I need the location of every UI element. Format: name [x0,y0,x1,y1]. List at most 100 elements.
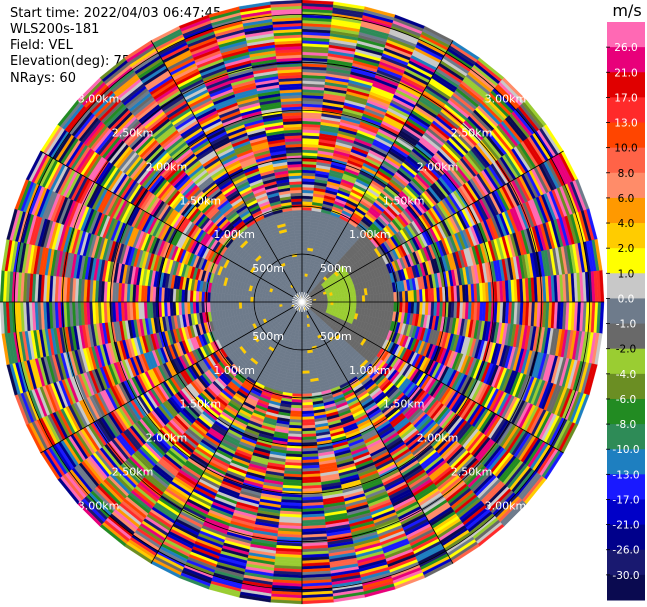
ppi-cell [333,298,337,303]
ppi-cell [297,341,303,346]
ppi-cell [261,301,265,307]
ppi-cell [339,297,343,303]
ppi-cell [270,298,274,303]
ppi-cell [261,297,265,303]
ppi-cell [232,294,237,303]
ppi-cell [301,353,308,357]
ppi-cell [273,298,277,303]
ppi-cell [294,373,303,377]
ppi-cell [301,235,310,240]
ppi-cell [301,244,309,248]
ppi-cell [247,301,251,308]
ppi-cell [301,264,307,268]
ppi-cell [353,301,357,308]
ppi-cell [359,301,363,309]
ppi-cell [275,301,280,305]
ppi-cell [301,359,309,363]
ppi-plot: 500m500m500m500m1.00km1.00km1.00km1.00km… [0,0,605,605]
ppi-cell [301,330,306,334]
ppi-cell [294,364,303,369]
ppi-cell [350,301,354,308]
ppi-cell [273,301,277,306]
ppi-cell [364,294,369,303]
ppi-cell [350,296,354,303]
ppi-cell [275,299,280,303]
ppi-cell [298,333,303,337]
ppi-cell [367,301,372,310]
ppi-cell [330,301,334,306]
ppi-cell [327,301,331,306]
ppi-cell [301,356,309,360]
ppi-cell [244,295,248,303]
ppi-cell [299,324,303,329]
ppi-cell [227,301,231,310]
ppi-cell [324,301,329,305]
ppi-cell [301,267,306,271]
ppi-cell [255,301,260,307]
ppi-cell [295,359,303,363]
ppi-cell [379,293,383,303]
ppi-cell [258,301,263,307]
ppi-cell [296,350,303,354]
ppi-cell [297,339,303,343]
ppi-cell [327,298,331,303]
ppi-cell [336,297,340,303]
ppi-cell [301,324,305,329]
ppi-cell [293,381,303,386]
ppi-cell [344,301,349,307]
ppi-cell [297,344,303,349]
field-label: Field: VEL [10,38,73,53]
ppi-cell [344,297,349,303]
ppi-cell [301,350,308,354]
ppi-cell [244,301,248,309]
nrays-label: NRays: 60 [10,71,76,86]
ppi-cell [336,301,340,307]
ppi-cell [301,261,307,265]
ppi-cell [218,301,223,311]
ppi-cell [221,301,225,311]
ppi-cell [356,295,360,303]
ppi-cell [359,295,363,303]
ppi-cell [296,353,303,357]
ppi-cell [301,367,310,372]
ppi-cell [301,327,306,331]
ppi-cell [270,301,274,306]
ppi-cell [267,298,271,303]
ppi-cell [301,255,307,260]
ppi-cell [324,299,329,303]
ppi-cell [301,373,310,377]
ppi-cell [301,247,308,251]
ppi-cell [232,301,237,310]
ppi-cell [301,221,311,225]
ppi-cell [267,301,271,306]
ppi-cell [258,297,263,303]
ppi-cell [235,294,240,303]
ppi-cell [241,301,245,309]
ppi-cell [301,250,308,254]
ppi-cell [364,301,369,310]
ppi-cell [298,330,303,334]
ppi-cell [301,339,307,343]
ppi-cell [301,273,306,277]
ppi-cell [367,294,372,303]
ppi-cell [341,301,346,307]
ppi-cell [301,241,309,245]
ppi-cell [301,344,307,349]
ppi-cell [227,294,231,303]
ppi-cell [373,294,377,303]
ppi-cell [301,341,307,346]
ppi-cell [373,301,377,310]
ppi-cell [264,297,268,303]
ppi-cell [301,333,306,337]
ppi-cells [0,0,605,605]
ppi-cell [330,298,334,303]
ppi-cell [250,296,254,303]
ppi-cell [301,218,311,223]
instrument-label: WLS200s-181 [10,22,100,37]
start-time-label: Start time: 2022/04/03 06:47:45 [10,6,222,21]
ppi-cell [356,301,360,309]
ppi-cell [295,356,303,360]
ppi-cell [255,297,260,303]
ppi-cell [339,301,343,307]
ppi-cell [298,327,303,331]
